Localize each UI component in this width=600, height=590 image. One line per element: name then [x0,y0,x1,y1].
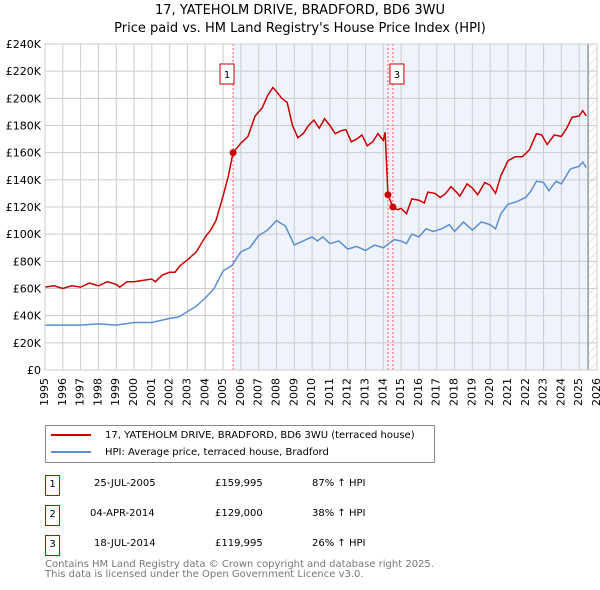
sale-hpi: 26% ↑ HPI [312,538,366,549]
sale-marker-label: 1 [45,475,60,496]
x-tick-label: 2006 [234,378,247,406]
x-tick-label: 1999 [109,378,122,406]
y-tick-label: £220K [6,65,42,78]
y-tick-label: £0 [27,364,41,377]
x-tick-label: 2018 [448,378,461,406]
y-tick-label: £140K [6,174,42,187]
x-tick-label: 2010 [305,378,318,406]
y-tick-label: £160K [6,147,42,160]
sale-price: £119,995 [215,538,263,549]
legend: 17, YATEHOLM DRIVE, BRADFORD, BD6 3WU (t… [45,425,435,463]
legend-item-property: 17, YATEHOLM DRIVE, BRADFORD, BD6 3WU (t… [46,427,415,443]
y-tick-label: £120K [6,201,42,214]
x-tick-label: 2016 [412,378,425,406]
x-tick-label: 2011 [323,378,336,406]
x-tick-label: 2007 [252,378,265,406]
x-tick-label: 2012 [341,378,354,406]
y-tick-label: £200K [6,92,42,105]
x-tick-label: 2000 [127,378,140,406]
x-tick-label: 2020 [483,378,496,406]
sale-label-box [219,63,235,85]
sale-row: 2 04-APR-2014 £129,000 38% ↑ HPI [45,505,445,526]
sale-point [389,203,397,211]
legend-swatch [51,451,91,453]
x-tick-label: 2017 [430,378,443,406]
sale-date: 18-JUL-2014 [94,538,156,549]
x-tick-label: 2008 [269,378,282,406]
x-tick-label: 2019 [465,378,478,406]
x-tick-label: 2014 [376,378,389,406]
x-tick-label: 2021 [501,378,514,406]
y-tick-label: £80K [13,255,42,268]
price-chart: 1995 1996 1997 1998 1999 2000 2001 2002 2003 2004… [6,38,600,406]
sale-row: 1 25-JUL-2005 £159,995 87% ↑ HPI [45,475,445,496]
sale-marker-label: 3 [45,535,60,556]
x-tick-label: 2024 [554,378,567,406]
y-tick-label: £40K [13,310,42,323]
y-tick-label: £180K [6,120,42,133]
x-tick-label: 2023 [537,378,550,406]
y-tick-label: £20K [13,337,42,350]
plot-frame [44,43,598,371]
x-tick-label: 1997 [74,378,87,406]
sale-hpi: 87% ↑ HPI [312,478,366,489]
x-tick-label: 2025 [572,378,585,406]
sale-hpi: 38% ↑ HPI [312,508,366,519]
sale-label: 1 [224,70,230,81]
x-tick-label: 1995 [38,378,51,406]
x-tick-label: 2015 [394,378,407,406]
x-tick-label: 2013 [359,378,372,406]
sale-date: 25-JUL-2005 [94,478,156,489]
sale-date: 04-APR-2014 [90,508,155,519]
sale-price: £159,995 [215,478,263,489]
legend-label: HPI: Average price, terraced house, Brad… [105,446,329,458]
chart-subtitle: Price paid vs. HM Land Registry's House … [114,21,486,36]
legend-label: 17, YATEHOLM DRIVE, BRADFORD, BD6 3WU (t… [105,429,415,441]
x-tick-label: 1998 [91,378,104,406]
x-tick-label: 2003 [180,378,193,406]
sale-row: 3 18-JUL-2014 £119,995 26% ↑ HPI [45,535,445,556]
x-tick-label: 2022 [519,378,532,406]
series-line [44,86,587,290]
footer-copyright: Contains HM Land Registry data © Crown c… [45,559,434,570]
sale-label: 3 [394,70,400,81]
sale-point [384,191,392,199]
x-tick-label: 2004 [198,378,211,406]
series-line [45,160,587,326]
y-tick-label: £100K [6,228,42,241]
footer: Contains HM Land Registry data © Crown c… [45,560,434,580]
sale-point [229,149,237,157]
x-tick-label: 1996 [56,378,69,406]
y-tick-label: £60K [13,283,42,296]
sale-marker-label: 2 [45,505,60,526]
sale-price: £129,000 [215,508,263,519]
legend-swatch [51,434,91,436]
legend-item-hpi: HPI: Average price, terraced house, Brad… [46,444,329,460]
footer-licence: This data is licensed under the Open Gov… [45,569,364,580]
chart-title: 17, YATEHOLM DRIVE, BRADFORD, BD6 3WU [155,3,445,18]
x-tick-label: 2009 [287,378,300,406]
x-tick-label: 2005 [216,378,229,406]
y-tick-label: £240K [6,38,42,51]
x-tick-label: 2002 [163,378,176,406]
x-tick-label: 2001 [145,378,158,406]
sale-label-box [389,63,405,85]
x-tick-label: 2026 [590,378,600,406]
